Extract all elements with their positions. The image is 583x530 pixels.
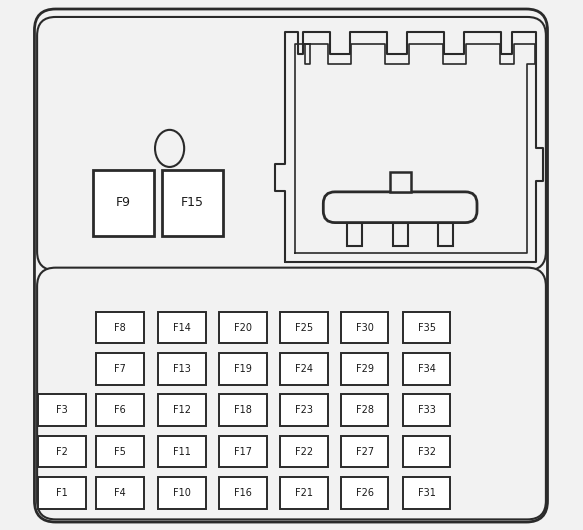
Bar (96, 312, 144, 343)
Bar (219, 353, 266, 385)
Text: F15: F15 (181, 196, 203, 209)
Bar (158, 394, 206, 426)
Bar (96, 353, 144, 385)
Bar (280, 353, 328, 385)
Bar (403, 477, 451, 509)
Text: F28: F28 (356, 405, 374, 415)
Bar (158, 353, 206, 385)
Text: F21: F21 (294, 488, 312, 498)
Text: F6: F6 (114, 405, 126, 415)
Bar (280, 312, 328, 343)
Text: F8: F8 (114, 323, 126, 332)
Bar (219, 436, 266, 467)
Bar (219, 394, 266, 426)
Bar (403, 312, 451, 343)
Bar (438, 223, 453, 246)
Bar (403, 436, 451, 467)
Text: F29: F29 (356, 364, 374, 374)
Bar (38, 477, 86, 509)
FancyBboxPatch shape (34, 9, 547, 522)
Bar (219, 312, 266, 343)
Bar (403, 394, 451, 426)
Bar (341, 312, 388, 343)
Text: F3: F3 (56, 405, 68, 415)
Text: F14: F14 (173, 323, 191, 332)
Text: F1: F1 (56, 488, 68, 498)
Bar (341, 477, 388, 509)
FancyBboxPatch shape (324, 192, 477, 223)
Bar (96, 394, 144, 426)
Text: F13: F13 (173, 364, 191, 374)
Bar (219, 477, 266, 509)
Text: F33: F33 (417, 405, 436, 415)
FancyBboxPatch shape (37, 268, 546, 519)
Bar (93, 170, 154, 236)
Bar (38, 436, 86, 467)
Text: F19: F19 (234, 364, 252, 374)
Text: F17: F17 (234, 447, 252, 456)
Text: F30: F30 (356, 323, 374, 332)
Bar (341, 394, 388, 426)
Text: F26: F26 (356, 488, 374, 498)
Bar (96, 436, 144, 467)
Bar (96, 477, 144, 509)
Bar (280, 394, 328, 426)
Text: F7: F7 (114, 364, 127, 374)
Text: F9: F9 (115, 196, 131, 209)
Text: F25: F25 (294, 323, 312, 332)
Ellipse shape (155, 130, 184, 167)
Text: F16: F16 (234, 488, 252, 498)
Bar (389, 172, 411, 192)
Bar (393, 223, 408, 246)
Text: F24: F24 (294, 364, 312, 374)
Text: F4: F4 (114, 488, 126, 498)
Text: F20: F20 (234, 323, 252, 332)
Text: F23: F23 (294, 405, 312, 415)
Bar (347, 223, 362, 246)
Bar (158, 477, 206, 509)
Text: F18: F18 (234, 405, 252, 415)
Bar (158, 436, 206, 467)
Bar (161, 170, 223, 236)
Text: F32: F32 (417, 447, 436, 456)
FancyBboxPatch shape (37, 17, 546, 270)
Bar (38, 394, 86, 426)
Text: F35: F35 (417, 323, 436, 332)
Bar (341, 353, 388, 385)
Text: F2: F2 (56, 447, 68, 456)
Text: F5: F5 (114, 447, 127, 456)
Bar (403, 353, 451, 385)
Bar (280, 436, 328, 467)
Text: F27: F27 (356, 447, 374, 456)
Bar (158, 312, 206, 343)
Text: F11: F11 (173, 447, 191, 456)
Text: F31: F31 (417, 488, 436, 498)
Text: F22: F22 (294, 447, 312, 456)
Bar (280, 477, 328, 509)
Bar (341, 436, 388, 467)
Text: F10: F10 (173, 488, 191, 498)
Text: F12: F12 (173, 405, 191, 415)
Text: F34: F34 (417, 364, 436, 374)
